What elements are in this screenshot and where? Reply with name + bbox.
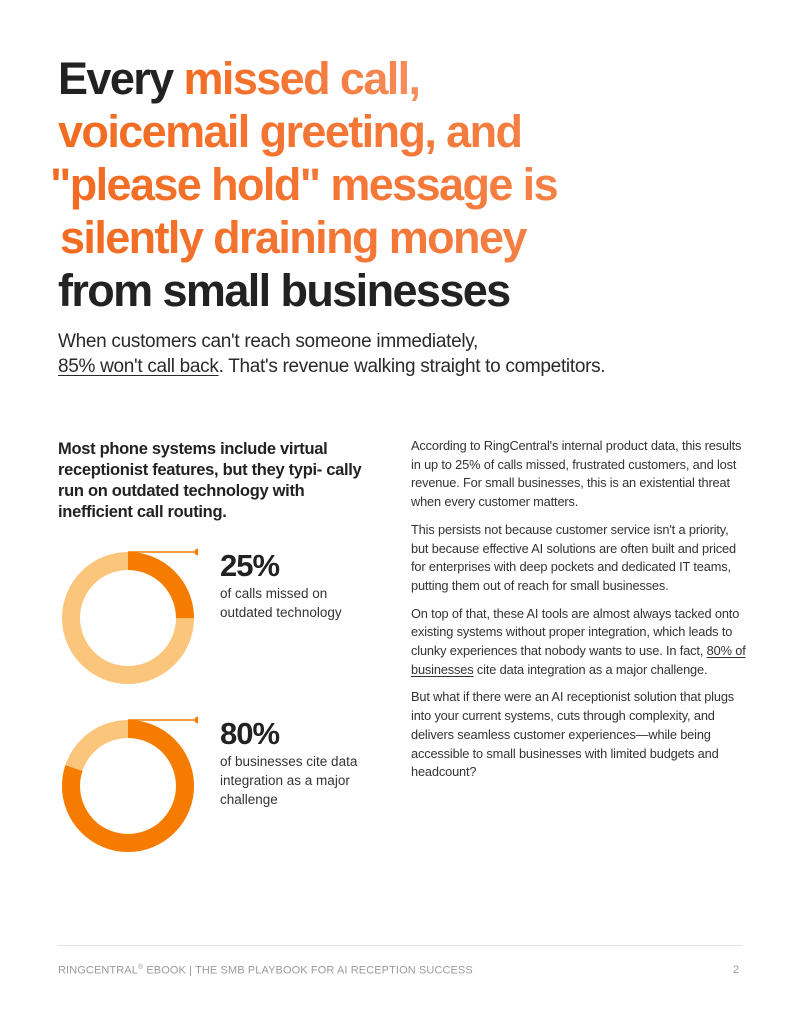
donut-value-arc [62, 720, 194, 852]
subhead-text-1: When customers can't reach someone immed… [58, 331, 479, 352]
headline-line-3: "please hold" message is [50, 158, 758, 211]
body-paragraph-2: This persists not because customer servi… [411, 521, 736, 593]
headline-line-1: Every missed call, [58, 52, 758, 105]
headline: Every missed call, voicemail greeting, a… [50, 52, 758, 317]
stat-block-calls-missed: 25% of calls missed on outdated technolo… [58, 548, 378, 688]
lead-paragraph: Most phone systems include virtual recep… [58, 440, 362, 521]
donut-chart-calls-missed [62, 548, 198, 684]
body-paragraph-3-end: cite data integration as a major challen… [473, 661, 708, 677]
stat-label: of calls missed on outdated technology [220, 586, 342, 620]
donut-value-arc [62, 552, 194, 684]
headline-accent-text: missed call, [183, 53, 422, 104]
body-paragraph-3: On top of that, these AI tools are almos… [411, 605, 746, 680]
subhead-underlined-stat: 85% won't call back [58, 356, 219, 377]
stat-block-data-integration: 80% of businesses cite data integration … [58, 716, 378, 856]
stat-source-link[interactable]: 80% of businesses [411, 643, 746, 677]
stat-value: 25% [220, 548, 280, 583]
body-paragraph-3-text: On top of that, these AI tools are almos… [411, 605, 740, 659]
donut-chart-data-integration [62, 716, 198, 852]
headline-line-5: from small businesses [58, 265, 511, 316]
body-paragraph-1: According to RingCentral's internal prod… [411, 438, 742, 510]
footer-divider [58, 945, 742, 946]
subhead-text-2: . That's revenue walking straight to com… [218, 356, 606, 377]
registered-mark: ® [137, 964, 144, 971]
headline-dark-text: Every [58, 53, 184, 104]
stat-value: 80% [220, 716, 280, 751]
stat-label: of businesses cite data integration as a… [220, 754, 358, 807]
footer-ebook-title: EBOOK | THE SMB PLAYBOOK FOR AI RECEPTIO… [143, 964, 473, 977]
body-paragraph-4: But what if there were an AI receptionis… [411, 689, 735, 780]
footer-title: RINGCENTRAL® EBOOK | THE SMB PLAYBOOK FO… [58, 964, 473, 977]
headline-line-4: silently draining money [60, 211, 758, 264]
body-text-column: According to RingCentral's internal prod… [411, 437, 746, 791]
footer-brand: RINGCENTRAL [58, 964, 138, 977]
subheadline: When customers can't reach someone immed… [58, 329, 758, 379]
page-number: 2 [733, 964, 740, 976]
callout-dot [194, 716, 198, 724]
headline-line-2: voicemail greeting, and [58, 105, 758, 158]
callout-dot [194, 548, 198, 556]
